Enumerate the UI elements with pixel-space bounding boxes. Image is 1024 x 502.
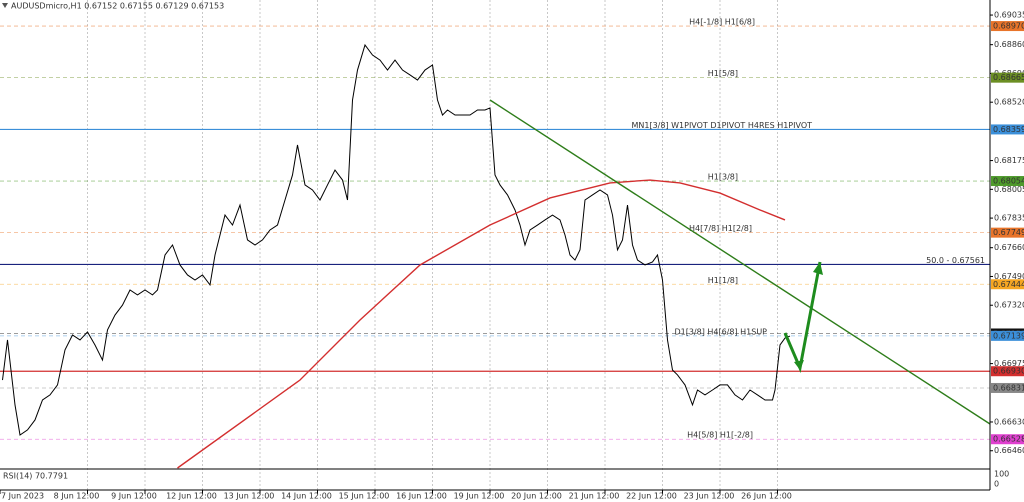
levels: H4[-1/8] H1[6/8] H1[5/8] MN1[3/8] W1PIVOT … (0, 18, 990, 440)
price-label-box (991, 227, 1024, 238)
x-tick-label: 7 Jun 2023 (1, 492, 44, 501)
x-tick-label: 14 Jun 12:00 (281, 492, 332, 501)
chart-title: AUDUSDmicro,H1 0.67152 0.67155 0.67129 0… (11, 2, 224, 11)
grid (87, 0, 778, 490)
y-tick-label: 0.67835 (994, 214, 1024, 223)
y-tick-label: 0.68520 (994, 98, 1024, 107)
price-label-box (991, 279, 1024, 290)
x-tick-label: 23 Jun 12:00 (684, 492, 735, 501)
level-label: MN1[3/8] W1PIVOT D1PIVOT H4RES H1PIVOT (631, 121, 812, 130)
price-label: 0.68359 (993, 125, 1024, 134)
x-tick-label: 9 Jun 12:00 (111, 492, 157, 501)
arrow-head (794, 360, 804, 370)
price-label-box (991, 434, 1024, 445)
price-label: 0.68665 (993, 73, 1024, 82)
price-line (489, 99, 991, 425)
x-tick-label: 13 Jun 12:00 (224, 492, 275, 501)
y-tick-label: 0.69035 (994, 11, 1024, 20)
arrow-head (813, 262, 823, 275)
level-label: 50.0 - 0.67561 (926, 256, 985, 265)
indicator-label: RSI(14) 70.7791 (3, 472, 68, 481)
price-label: 0.67444 (993, 280, 1024, 289)
price-label: 0.68054 (993, 177, 1024, 186)
price-label-box (991, 330, 1024, 341)
price-label-box (991, 366, 1024, 377)
y-tick-label: 0.67490 (994, 272, 1024, 281)
indicator-tick-label: 100 (994, 470, 1009, 479)
price-line (2, 43, 791, 436)
x-tick-label: 15 Jun 12:00 (339, 492, 390, 501)
level-label: H1[3/8] (708, 173, 738, 182)
y-tick-label: 0.66630 (994, 417, 1024, 426)
price-label-box (991, 21, 1024, 32)
y-tick-label: 0.66460 (994, 446, 1024, 455)
price-label: 0.66528 (993, 435, 1024, 444)
x-tick-label: 12 Jun 12:00 (166, 492, 217, 501)
x-tick-label: 19 Jun 12:00 (454, 492, 505, 501)
x-tick-label: 16 Jun 12:00 (396, 492, 447, 501)
y-tick-label: 0.68860 (994, 40, 1024, 49)
axes: 0.690350.688600.686900.685200.681750.680… (0, 11, 1024, 501)
marks (2, 43, 991, 469)
y-tick-label: 0.67320 (994, 301, 1024, 310)
price-label-box (991, 72, 1024, 83)
y-tick-label: 0.68005 (994, 185, 1024, 194)
indicator-tick-label: 0 (994, 480, 999, 489)
symbol-icon (2, 3, 8, 8)
x-tick-label: 21 Jun 12:00 (569, 492, 620, 501)
x-tick-label: 26 Jun 12:00 (741, 492, 792, 501)
x-tick-label: 22 Jun 12:00 (626, 492, 677, 501)
level-label: H1[5/8] (708, 69, 738, 78)
price-label: 0.67139 (993, 331, 1024, 340)
price-label-box (991, 382, 1024, 393)
price-line (177, 179, 786, 469)
level-label: H4[-1/8] H1[6/8] (689, 18, 755, 27)
x-tick-label: 20 Jun 12:00 (511, 492, 562, 501)
price-label-box (991, 124, 1024, 135)
price-label: 0.68970 (993, 22, 1024, 31)
price-label: 0.66831 (993, 383, 1024, 392)
level-label: H1[1/8] (708, 276, 738, 285)
price-label: 0.67749 (993, 228, 1024, 237)
y-tick-label: 0.68175 (994, 156, 1024, 165)
price-label-box (991, 176, 1024, 187)
y-tick-label: 0.66975 (994, 359, 1024, 368)
y-tick-label: 0.67660 (994, 243, 1024, 252)
level-label: H4[7/8] H1[2/8] (689, 224, 752, 233)
level-label: D1[3/8] H4[6/8] H1SUP (674, 327, 767, 336)
price-label: 0.66930 (993, 367, 1024, 376)
x-tick-label: 8 Jun 12:00 (54, 492, 100, 501)
level-label: H4[5/8] H1[-2/8] (687, 431, 753, 440)
